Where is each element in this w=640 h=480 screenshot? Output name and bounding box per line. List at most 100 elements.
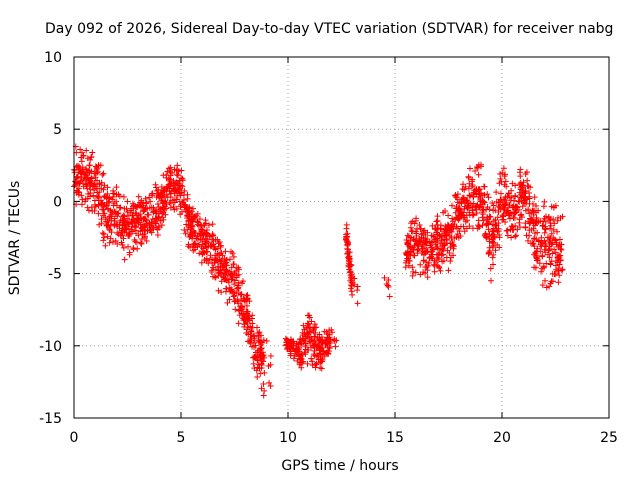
data-point [131, 236, 138, 243]
data-point [114, 210, 121, 217]
data-point [254, 373, 261, 380]
data-point [481, 232, 488, 239]
data-point [436, 250, 443, 257]
data-point [254, 364, 261, 371]
data-point [114, 241, 121, 248]
data-point [465, 185, 472, 192]
data-point [214, 236, 221, 243]
data-point [489, 200, 496, 207]
data-point [466, 192, 473, 199]
data-point [492, 247, 499, 254]
data-point [92, 203, 99, 210]
data-point [147, 227, 154, 234]
data-point [489, 238, 496, 245]
data-point [490, 251, 497, 258]
data-point [553, 228, 560, 235]
data-point [437, 222, 444, 229]
data-point [215, 287, 222, 294]
data-point [104, 233, 111, 240]
data-point [434, 254, 441, 261]
data-point [501, 173, 508, 180]
data-point [178, 182, 185, 189]
data-point [517, 212, 524, 219]
data-point [194, 221, 201, 228]
x-tick-label: 5 [177, 430, 186, 446]
data-point [412, 237, 418, 244]
data-point [487, 277, 494, 284]
data-point [515, 206, 522, 213]
data-point [543, 284, 550, 291]
data-point [234, 272, 241, 279]
data-point [101, 182, 108, 189]
data-point [235, 320, 242, 327]
data-point [143, 237, 150, 244]
data-point [418, 231, 425, 238]
data-point [516, 181, 523, 188]
data-point [93, 170, 100, 177]
data-point [516, 216, 523, 223]
data-point [432, 236, 439, 243]
data-point [171, 196, 178, 203]
data-point [495, 209, 502, 216]
data-point [556, 261, 563, 268]
data-point [254, 330, 261, 337]
data-point [457, 211, 464, 218]
data-point [144, 211, 151, 218]
data-point [542, 242, 549, 249]
data-point [451, 221, 458, 228]
data-point [437, 240, 444, 247]
data-point [411, 252, 418, 259]
data-point [108, 229, 115, 236]
data-point [486, 244, 493, 251]
data-point [531, 235, 538, 242]
y-tick-label: -15 [39, 411, 62, 427]
data-point [469, 182, 476, 189]
data-point [199, 241, 206, 248]
data-point [198, 259, 205, 266]
data-point [78, 158, 85, 165]
data-point [86, 162, 93, 169]
data-point [296, 348, 303, 355]
data-point [504, 232, 511, 239]
data-point [410, 268, 417, 275]
data-point [174, 166, 181, 173]
data-point [211, 273, 218, 280]
data-point [558, 246, 565, 253]
data-point [434, 245, 441, 252]
data-point [501, 206, 508, 213]
data-point [484, 215, 491, 222]
data-point [95, 197, 102, 204]
data-point [174, 192, 181, 199]
data-point [102, 242, 109, 249]
data-point [154, 201, 161, 208]
data-point [309, 358, 316, 365]
data-point [446, 249, 453, 256]
data-point [298, 355, 305, 362]
data-point [235, 285, 242, 292]
data-point [225, 279, 232, 286]
data-point [223, 256, 230, 263]
data-point [351, 281, 358, 288]
data-point [517, 166, 524, 173]
data-point [224, 299, 231, 306]
data-point [258, 345, 265, 352]
data-point [331, 337, 338, 344]
data-point [114, 221, 121, 228]
data-point [502, 219, 509, 226]
data-point [241, 321, 248, 328]
data-point [173, 205, 180, 212]
data-point [496, 204, 503, 211]
data-point [181, 187, 188, 194]
data-point [136, 202, 143, 209]
data-point [193, 212, 200, 219]
data-point [489, 221, 496, 228]
data-point [149, 192, 156, 199]
data-point [345, 254, 352, 261]
data-point [150, 209, 157, 216]
data-point [162, 211, 169, 218]
data-point [105, 199, 112, 206]
data-point [430, 232, 437, 239]
data-point [464, 196, 471, 203]
data-point [558, 267, 565, 274]
data-point [235, 290, 242, 297]
